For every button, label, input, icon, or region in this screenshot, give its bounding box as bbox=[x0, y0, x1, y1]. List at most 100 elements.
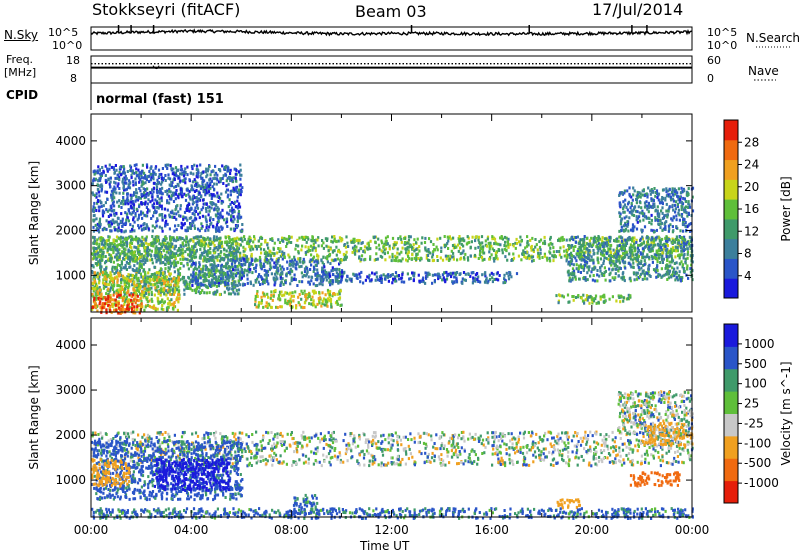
power-cell bbox=[551, 254, 554, 258]
power-cell bbox=[217, 282, 221, 285]
power-cell bbox=[126, 277, 129, 281]
power-cell bbox=[140, 243, 144, 247]
power-cell bbox=[589, 295, 592, 299]
power-cell bbox=[618, 244, 621, 247]
power-cell bbox=[539, 248, 542, 252]
power-cell bbox=[228, 236, 231, 240]
power-cell bbox=[177, 238, 180, 242]
power-cell bbox=[130, 298, 133, 302]
power-cell bbox=[595, 236, 598, 240]
power-cell bbox=[123, 300, 126, 304]
power-cell bbox=[113, 272, 116, 276]
power-cell bbox=[659, 242, 662, 246]
power-cell bbox=[214, 271, 217, 274]
power-cell bbox=[208, 205, 211, 209]
power-cell bbox=[651, 205, 655, 209]
power-cell bbox=[642, 218, 645, 222]
power-cell bbox=[445, 270, 448, 274]
power-cell bbox=[488, 250, 491, 254]
power-cell bbox=[117, 311, 120, 315]
power-cell bbox=[400, 276, 403, 280]
power-cell bbox=[316, 238, 319, 242]
power-cell bbox=[668, 188, 671, 192]
power-cell bbox=[620, 225, 623, 229]
power-cell bbox=[552, 250, 555, 254]
power-cell bbox=[231, 264, 234, 268]
power-cell bbox=[235, 271, 238, 275]
power-cell bbox=[183, 292, 186, 296]
power-cell bbox=[321, 279, 324, 282]
power-cell bbox=[630, 195, 633, 199]
power-cell bbox=[180, 245, 183, 249]
power-cell bbox=[629, 243, 632, 247]
power-cell bbox=[117, 274, 120, 278]
power-cell bbox=[464, 278, 467, 282]
power-cell bbox=[233, 217, 236, 221]
power-cell bbox=[304, 293, 307, 297]
power-cell bbox=[503, 278, 506, 282]
power-cell bbox=[300, 305, 303, 309]
power-cell bbox=[221, 271, 224, 275]
power-cell bbox=[116, 269, 119, 272]
power-cell bbox=[96, 275, 99, 279]
power-cell bbox=[490, 271, 493, 275]
power-cell bbox=[189, 287, 192, 291]
power-cell bbox=[120, 260, 123, 264]
power-cell bbox=[485, 278, 488, 282]
power-cell bbox=[192, 251, 195, 255]
power-cell bbox=[225, 275, 228, 279]
power-cell bbox=[249, 267, 252, 271]
power-cell bbox=[163, 256, 166, 259]
power-cell bbox=[459, 246, 462, 250]
power-cell bbox=[572, 255, 575, 259]
power-cell bbox=[685, 266, 688, 270]
power-cell bbox=[263, 268, 266, 272]
power-cell bbox=[269, 250, 272, 254]
power-cell bbox=[115, 235, 119, 239]
power-cell bbox=[466, 235, 469, 239]
power-cell bbox=[194, 255, 198, 259]
power-cell bbox=[124, 188, 127, 192]
power-cell bbox=[256, 295, 259, 298]
power-cell bbox=[441, 273, 444, 277]
power-cell bbox=[557, 238, 560, 242]
power-cell bbox=[632, 239, 635, 243]
power-cell bbox=[420, 241, 423, 245]
power-cell bbox=[220, 280, 223, 284]
power-cell bbox=[660, 257, 664, 261]
power-cell bbox=[616, 249, 619, 253]
power-cell bbox=[224, 235, 227, 239]
power-cell bbox=[136, 240, 140, 244]
power-cell bbox=[277, 258, 280, 262]
power-cell bbox=[609, 255, 612, 258]
power-cell bbox=[629, 237, 632, 241]
power-cell bbox=[95, 282, 98, 286]
power-cell bbox=[244, 263, 247, 267]
power-cell bbox=[684, 199, 687, 203]
power-cell bbox=[109, 309, 112, 312]
power-cell bbox=[321, 299, 324, 303]
power-cell bbox=[168, 244, 171, 248]
power-cell bbox=[279, 298, 282, 302]
power-cell bbox=[619, 191, 622, 195]
power-cell bbox=[281, 250, 284, 254]
power-cell bbox=[409, 244, 412, 248]
power-cell bbox=[159, 300, 162, 304]
power-cell bbox=[147, 292, 150, 296]
power-cell bbox=[476, 277, 479, 281]
power-cell bbox=[113, 302, 116, 306]
power-cell bbox=[652, 245, 655, 249]
power-cell bbox=[650, 254, 653, 258]
power-cell bbox=[395, 241, 398, 245]
power-cell bbox=[391, 236, 395, 240]
power-cell bbox=[317, 297, 320, 301]
power-cell bbox=[317, 236, 320, 240]
power-cell bbox=[121, 288, 124, 291]
power-cell bbox=[134, 301, 137, 305]
power-cell bbox=[207, 188, 210, 192]
power-cell bbox=[617, 294, 620, 298]
power-cell bbox=[664, 248, 667, 252]
power-cell bbox=[321, 266, 324, 270]
power-cell bbox=[117, 251, 120, 255]
power-cell bbox=[327, 274, 330, 278]
